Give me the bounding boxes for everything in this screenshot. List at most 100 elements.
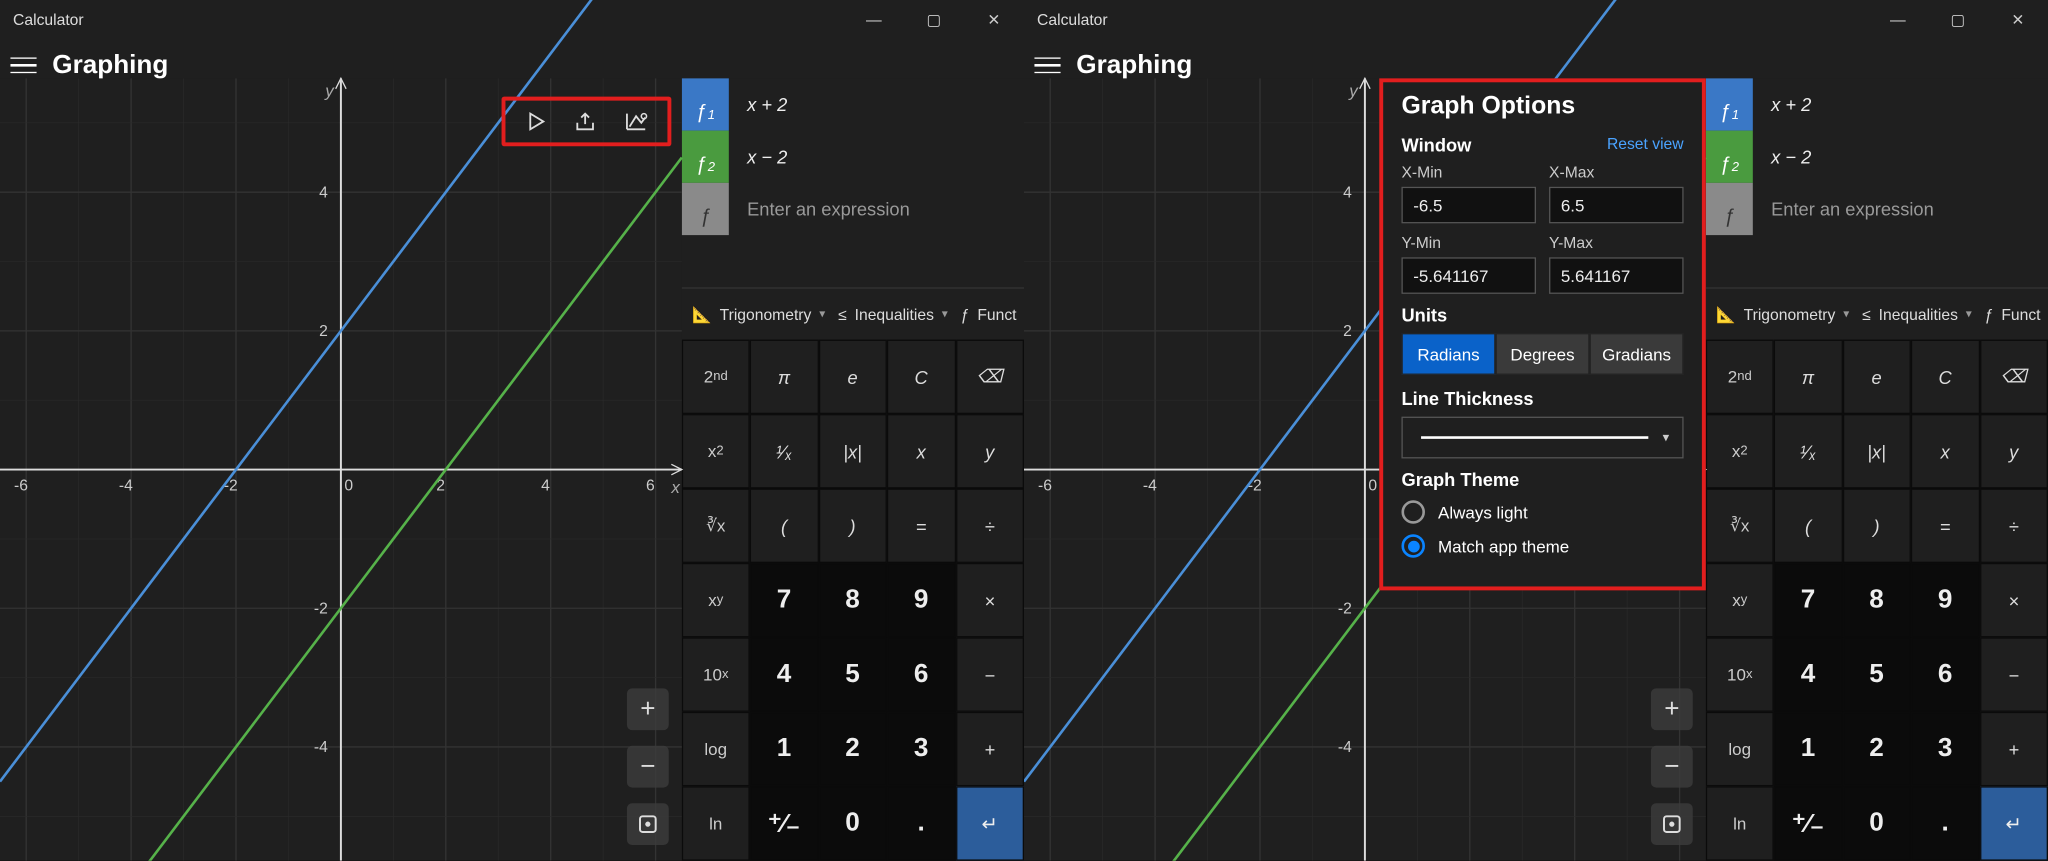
key-4-1[interactable]: 5: [818, 637, 887, 711]
key-2-1[interactable]: ): [1842, 488, 1911, 562]
category-inequalities[interactable]: ≤Inequalities▾: [838, 305, 948, 323]
key-1-2[interactable]: x: [887, 414, 956, 488]
menu-icon[interactable]: [1034, 52, 1060, 78]
key-5-2[interactable]: 3: [887, 712, 956, 786]
key-5-0[interactable]: 1: [750, 712, 819, 786]
close-button[interactable]: ✕: [964, 0, 1024, 39]
key-fn-5[interactable]: log: [682, 712, 750, 786]
xmax-input[interactable]: [1549, 187, 1684, 224]
function-chip[interactable]: ƒ2: [1706, 131, 1753, 183]
graph-area[interactable]: -6-4-20246-4-224xy + − Graph Options Win…: [1024, 78, 1706, 860]
key-2-3[interactable]: ÷: [1979, 488, 2048, 562]
key-4-0[interactable]: 4: [1774, 637, 1843, 711]
zoom-reset-button[interactable]: [627, 803, 669, 845]
share-icon[interactable]: [573, 108, 599, 134]
zoom-out-button[interactable]: −: [1651, 746, 1693, 788]
category-inequalities[interactable]: ≤Inequalities▾: [1862, 305, 1972, 323]
key-6-1[interactable]: 0: [1842, 786, 1911, 860]
key-3-3[interactable]: ×: [1979, 563, 2048, 637]
maximize-button[interactable]: ▢: [1928, 0, 1988, 39]
unit-radians[interactable]: Radians: [1401, 333, 1495, 375]
function-chip[interactable]: ƒ1: [682, 78, 729, 130]
key-3-0[interactable]: 7: [1774, 563, 1843, 637]
key-5-3[interactable]: +: [1979, 712, 2048, 786]
ymin-input[interactable]: [1401, 257, 1536, 294]
function-row[interactable]: ƒ2x − 2: [682, 131, 1024, 183]
key-0-0[interactable]: π: [750, 340, 819, 414]
close-button[interactable]: ✕: [1988, 0, 2048, 39]
key-fn-5[interactable]: log: [1706, 712, 1774, 786]
category-functions[interactable]: ƒFunct▾: [961, 305, 1024, 323]
xmin-input[interactable]: [1401, 187, 1536, 224]
graph-options-icon[interactable]: [623, 108, 649, 134]
category-trig[interactable]: 📐Trigonometry▾: [1716, 305, 1849, 323]
key-4-3[interactable]: −: [1979, 637, 2048, 711]
key-1-1[interactable]: |x|: [1842, 414, 1911, 488]
unit-degrees[interactable]: Degrees: [1496, 333, 1590, 375]
key-3-1[interactable]: 8: [1842, 563, 1911, 637]
function-chip[interactable]: ƒ1: [1706, 78, 1753, 130]
key-6-0[interactable]: ⁺⁄₋: [750, 786, 819, 860]
key-3-1[interactable]: 8: [818, 563, 887, 637]
key-3-2[interactable]: 9: [887, 563, 956, 637]
key-5-3[interactable]: +: [955, 712, 1024, 786]
key-0-2[interactable]: C: [1911, 340, 1980, 414]
key-3-3[interactable]: ×: [955, 563, 1024, 637]
key-fn-3[interactable]: xy: [1706, 563, 1774, 637]
key-4-2[interactable]: 6: [1911, 637, 1980, 711]
key-6-3[interactable]: ↵: [1979, 786, 2048, 860]
key-1-0[interactable]: ¹⁄ₓ: [1774, 414, 1843, 488]
minimize-button[interactable]: —: [1868, 0, 1928, 39]
trace-icon[interactable]: [524, 108, 550, 134]
key-fn-3[interactable]: xy: [682, 563, 750, 637]
zoom-in-button[interactable]: +: [627, 688, 669, 730]
key-4-3[interactable]: −: [955, 637, 1024, 711]
key-0-1[interactable]: e: [1842, 340, 1911, 414]
minimize-button[interactable]: —: [844, 0, 904, 39]
maximize-button[interactable]: ▢: [904, 0, 964, 39]
key-2-0[interactable]: (: [1774, 488, 1843, 562]
key-1-1[interactable]: |x|: [818, 414, 887, 488]
menu-icon[interactable]: [10, 52, 36, 78]
reset-view-link[interactable]: Reset view: [1607, 135, 1684, 153]
graph-area[interactable]: -6-4-20246-4-224xy + −: [0, 78, 682, 860]
key-fn-0[interactable]: 2nd: [1706, 340, 1774, 414]
category-trig[interactable]: 📐Trigonometry▾: [692, 305, 825, 323]
key-6-0[interactable]: ⁺⁄₋: [1774, 786, 1843, 860]
key-5-1[interactable]: 2: [1842, 712, 1911, 786]
key-2-3[interactable]: ÷: [955, 488, 1024, 562]
zoom-out-button[interactable]: −: [627, 746, 669, 788]
key-6-2[interactable]: .: [1911, 786, 1980, 860]
function-row[interactable]: ƒ1x + 2: [1706, 78, 2048, 130]
key-2-0[interactable]: (: [750, 488, 819, 562]
function-chip[interactable]: ƒ2: [682, 131, 729, 183]
category-functions[interactable]: ƒFunct▾: [1985, 305, 2048, 323]
function-row-empty[interactable]: ƒEnter an expression: [1706, 183, 2048, 235]
key-fn-1[interactable]: x2: [1706, 414, 1774, 488]
ymax-input[interactable]: [1549, 257, 1684, 294]
key-fn-2[interactable]: ∛x: [682, 488, 750, 562]
key-0-0[interactable]: π: [1774, 340, 1843, 414]
key-fn-4[interactable]: 10x: [1706, 637, 1774, 711]
key-0-3[interactable]: ⌫: [955, 340, 1024, 414]
key-3-0[interactable]: 7: [750, 563, 819, 637]
key-3-2[interactable]: 9: [1911, 563, 1980, 637]
key-1-0[interactable]: ¹⁄ₓ: [750, 414, 819, 488]
key-1-2[interactable]: x: [1911, 414, 1980, 488]
key-4-2[interactable]: 6: [887, 637, 956, 711]
function-row[interactable]: ƒ1x + 2: [682, 78, 1024, 130]
key-5-1[interactable]: 2: [818, 712, 887, 786]
key-fn-0[interactable]: 2nd: [682, 340, 750, 414]
key-1-3[interactable]: y: [1979, 414, 2048, 488]
zoom-reset-button[interactable]: [1651, 803, 1693, 845]
unit-gradians[interactable]: Gradians: [1590, 333, 1684, 375]
key-2-2[interactable]: =: [887, 488, 956, 562]
key-fn-6[interactable]: ln: [682, 786, 750, 860]
key-6-1[interactable]: 0: [818, 786, 887, 860]
key-6-2[interactable]: .: [887, 786, 956, 860]
key-1-3[interactable]: y: [955, 414, 1024, 488]
function-row[interactable]: ƒ2x − 2: [1706, 131, 2048, 183]
key-2-2[interactable]: =: [1911, 488, 1980, 562]
key-fn-2[interactable]: ∛x: [1706, 488, 1774, 562]
key-0-1[interactable]: e: [818, 340, 887, 414]
